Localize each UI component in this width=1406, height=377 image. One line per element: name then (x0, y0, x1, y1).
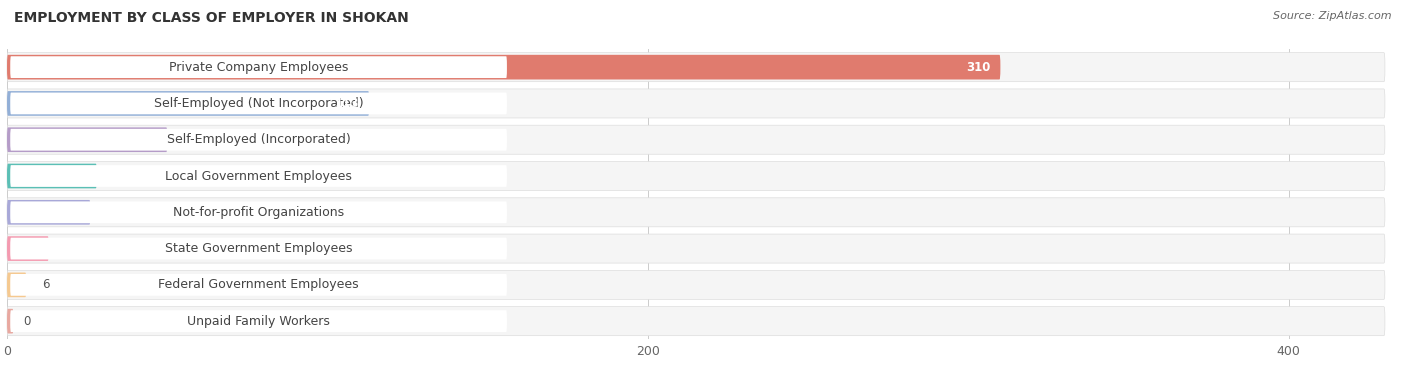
Text: Local Government Employees: Local Government Employees (165, 170, 352, 182)
Text: 113: 113 (335, 97, 360, 110)
Text: 13: 13 (22, 242, 39, 255)
FancyBboxPatch shape (10, 310, 508, 332)
Text: Federal Government Employees: Federal Government Employees (159, 278, 359, 291)
Text: Self-Employed (Incorporated): Self-Employed (Incorporated) (167, 133, 350, 146)
FancyBboxPatch shape (7, 55, 1001, 80)
Text: Self-Employed (Not Incorporated): Self-Employed (Not Incorporated) (153, 97, 363, 110)
FancyBboxPatch shape (7, 200, 90, 225)
Text: State Government Employees: State Government Employees (165, 242, 353, 255)
Text: 26: 26 (65, 206, 80, 219)
FancyBboxPatch shape (10, 129, 508, 151)
FancyBboxPatch shape (7, 164, 97, 188)
FancyBboxPatch shape (10, 238, 508, 259)
FancyBboxPatch shape (7, 89, 1385, 118)
FancyBboxPatch shape (7, 307, 1385, 336)
FancyBboxPatch shape (10, 56, 508, 78)
Text: 28: 28 (70, 170, 87, 182)
FancyBboxPatch shape (7, 127, 167, 152)
Text: 310: 310 (966, 61, 991, 74)
FancyBboxPatch shape (7, 236, 49, 261)
Text: Unpaid Family Workers: Unpaid Family Workers (187, 315, 330, 328)
FancyBboxPatch shape (7, 198, 1385, 227)
FancyBboxPatch shape (7, 53, 1385, 82)
FancyBboxPatch shape (7, 161, 1385, 190)
Text: 0: 0 (22, 315, 31, 328)
FancyBboxPatch shape (10, 201, 508, 223)
FancyBboxPatch shape (10, 274, 508, 296)
FancyBboxPatch shape (7, 91, 370, 116)
Text: EMPLOYMENT BY CLASS OF EMPLOYER IN SHOKAN: EMPLOYMENT BY CLASS OF EMPLOYER IN SHOKA… (14, 11, 409, 25)
Text: Private Company Employees: Private Company Employees (169, 61, 349, 74)
FancyBboxPatch shape (10, 165, 508, 187)
Text: 50: 50 (141, 133, 157, 146)
FancyBboxPatch shape (7, 234, 1385, 263)
FancyBboxPatch shape (7, 273, 27, 297)
Text: Not-for-profit Organizations: Not-for-profit Organizations (173, 206, 344, 219)
FancyBboxPatch shape (7, 125, 1385, 154)
Text: Source: ZipAtlas.com: Source: ZipAtlas.com (1274, 11, 1392, 21)
FancyBboxPatch shape (10, 93, 508, 114)
FancyBboxPatch shape (7, 270, 1385, 299)
FancyBboxPatch shape (7, 309, 14, 334)
Text: 6: 6 (42, 278, 49, 291)
